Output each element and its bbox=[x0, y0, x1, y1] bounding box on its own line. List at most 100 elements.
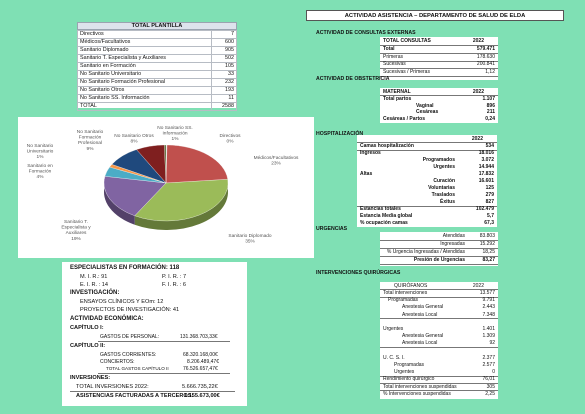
hosp-sublabel: Curación bbox=[433, 178, 455, 184]
hosp-value: 534 bbox=[485, 143, 494, 149]
hosp-label: Estancias totales bbox=[360, 206, 401, 212]
plantilla-value: 905 bbox=[210, 46, 238, 55]
iq-value: 9.791 bbox=[482, 297, 495, 304]
hosp-value: 279 bbox=[485, 192, 494, 198]
hosp-label: Ingresos bbox=[360, 150, 381, 156]
iq-value: 1.309 bbox=[482, 333, 495, 340]
plantilla-label: Directivos bbox=[77, 30, 212, 39]
quirurgicas-table: QUIRÓFANOS 2022 Total intervenciones 13.577… bbox=[380, 282, 498, 399]
pir: P. I. R. : 7 bbox=[162, 274, 187, 280]
pie-slice bbox=[103, 176, 167, 216]
divider bbox=[380, 383, 498, 385]
ob-value: 211 bbox=[486, 109, 495, 116]
ob-year: 2022 bbox=[472, 89, 484, 95]
ce-label: Sucesivas bbox=[383, 61, 406, 67]
hosp-value: 14.944 bbox=[478, 164, 494, 170]
plantilla-row: Médicos/Facultativos 600 bbox=[77, 38, 238, 47]
plantilla-label: TOTAL bbox=[77, 102, 212, 111]
iq-sublabel: Anestesia Local bbox=[402, 340, 438, 347]
proyectos: PROYECTOS DE INVESTIGACIÓN: 41 bbox=[80, 307, 180, 313]
divider bbox=[380, 264, 498, 265]
divider bbox=[380, 248, 498, 249]
divider bbox=[380, 45, 498, 46]
plantilla-value: 11 bbox=[210, 94, 238, 103]
iq-header: QUIRÓFANOS bbox=[394, 283, 428, 289]
iq-sublabel: Anestesia Local bbox=[402, 311, 438, 318]
iq-value: 2,25 bbox=[485, 390, 495, 397]
investigacion-title: INVESTIGACIÓN: bbox=[70, 290, 120, 296]
iq-sublabel: Anestesia General bbox=[402, 333, 444, 340]
pie-label: Sanitario T. Especialista y Auxiliares 19% bbox=[61, 219, 91, 242]
obstetricia-table: MATERNAL 2022 Total partos 1.107 Vaginal 896 C… bbox=[380, 88, 498, 123]
inversiones-title: INVERSIONES: bbox=[70, 375, 111, 381]
gastos-corrientes-value: 68.320.168,00€ bbox=[183, 352, 218, 358]
total-inversiones-label: TOTAL INVERSIONES 2022: bbox=[76, 384, 149, 390]
plantilla-label: Sanitario T. Especialista y Auxiliares bbox=[77, 54, 212, 63]
plantilla-label: Sanitario en Formación bbox=[77, 62, 212, 71]
urg-value: 18,25 bbox=[482, 249, 495, 255]
plantilla-row: No Sanitario Otros 193 bbox=[77, 86, 238, 95]
iq-label: % Intervenciones suspendidas bbox=[383, 390, 451, 397]
iq-value: 2.377 bbox=[482, 354, 495, 361]
divider bbox=[380, 60, 498, 62]
hosp-value: 3.072 bbox=[481, 157, 494, 163]
asistencias-terceros-value: 1.155.673,00€ bbox=[184, 393, 220, 399]
divider bbox=[380, 347, 498, 349]
pie-label: No Sanitario Universitario 1% bbox=[27, 143, 54, 160]
ce-year: 2022 bbox=[472, 38, 484, 44]
hosp-label: % ocupación camas bbox=[360, 220, 408, 226]
mir: M. I. R.: 91 bbox=[80, 274, 108, 280]
ce-label: Total bbox=[383, 46, 395, 52]
plantilla-row: Sanitario Diplomado 905 bbox=[77, 46, 238, 55]
obstetricia-title: ACTIVIDAD DE OBSTETRICIA bbox=[316, 76, 390, 82]
ce-label: Sucesivas / Primeras bbox=[383, 68, 430, 75]
hosp-sublabel: Voluntarias bbox=[428, 185, 455, 191]
plantilla-row: Sanitario T. Especialista y Auxiliares 50… bbox=[77, 54, 238, 63]
hospitalizacion-table: 2022 Camas hospitalización 534 Ingresos 18.0… bbox=[357, 135, 497, 227]
iq-value: 13.577 bbox=[479, 290, 495, 296]
hosp-sublabel: Programados bbox=[422, 157, 455, 163]
ob-header: MATERNAL bbox=[383, 89, 411, 95]
ce-value: 178.630 bbox=[476, 53, 495, 60]
urg-label: Atendidas bbox=[442, 233, 465, 239]
plantilla-row: No Sanitario SS. Información 11 bbox=[77, 94, 238, 103]
iq-label: Programadas bbox=[388, 297, 419, 304]
plantilla-row: Sanitario en Formación 105 bbox=[77, 62, 238, 71]
iq-sublabel: Programadas bbox=[394, 362, 425, 368]
urgencias-table: Atendidas 83.803 Ingresadas 15.292 % Urgenci… bbox=[380, 232, 498, 266]
hosp-label: Estancia Media global bbox=[360, 213, 413, 219]
pie-label: Sanitario en Formación 4% bbox=[27, 163, 53, 180]
eir: E. I. R. : 14 bbox=[80, 282, 108, 288]
divider bbox=[380, 240, 498, 241]
ob-value: 896 bbox=[486, 102, 495, 109]
capitulo-1: CAPÍTULO I: bbox=[70, 325, 104, 331]
ob-label: Vaginal bbox=[416, 102, 434, 109]
fir: F. I. R. : 6 bbox=[162, 282, 186, 288]
plantilla-row: No Sanitario Universitario 33 bbox=[77, 70, 238, 79]
total-gastos-cap2-label: TOTAL GASTOS CAPÍTULO II bbox=[106, 366, 169, 371]
pie-label: Médicos/Facultativos 23% bbox=[254, 155, 299, 167]
hosp-value: 67,3 bbox=[484, 220, 494, 226]
hosp-sublabel: Éxitus bbox=[439, 199, 455, 205]
pie-chart-panel: Directivos 0% Médicos/Facultativos 23% Sanit… bbox=[18, 117, 314, 258]
divider bbox=[380, 75, 498, 77]
iq-value: 1.401 bbox=[482, 326, 495, 332]
hosp-value: 102.479 bbox=[475, 206, 494, 212]
iq-label: Urgentes bbox=[383, 326, 404, 332]
hosp-value: 5,7 bbox=[487, 213, 494, 219]
economia-panel: ESPECIALISTAS EN FORMACIÓN: 118 M. I. R.… bbox=[62, 262, 247, 406]
consultas-table: TOTAL CONSULTAS 2022 Total 579.471 Primeras 1… bbox=[380, 37, 498, 80]
urg-value: 83,27 bbox=[482, 257, 495, 263]
iq-value: 2.577 bbox=[482, 362, 495, 368]
divider bbox=[380, 256, 498, 257]
plantilla-value: 193 bbox=[210, 86, 238, 95]
pie-slice bbox=[134, 179, 229, 222]
pie-label: No Sanitario Otros 8% bbox=[114, 133, 154, 145]
plantilla-row: Directivos 7 bbox=[77, 30, 238, 39]
plantilla-label: No Sanitario SS. Información bbox=[77, 94, 212, 103]
pie-label: Directivos 0% bbox=[219, 133, 241, 145]
iq-label: U. C. S. I. bbox=[383, 354, 405, 361]
iq-value: 2.443 bbox=[482, 304, 495, 311]
plantilla-value: 232 bbox=[210, 78, 238, 87]
plantilla-table: Directivos 7 Médicos/Facultativos 600 Sanita… bbox=[77, 30, 238, 111]
